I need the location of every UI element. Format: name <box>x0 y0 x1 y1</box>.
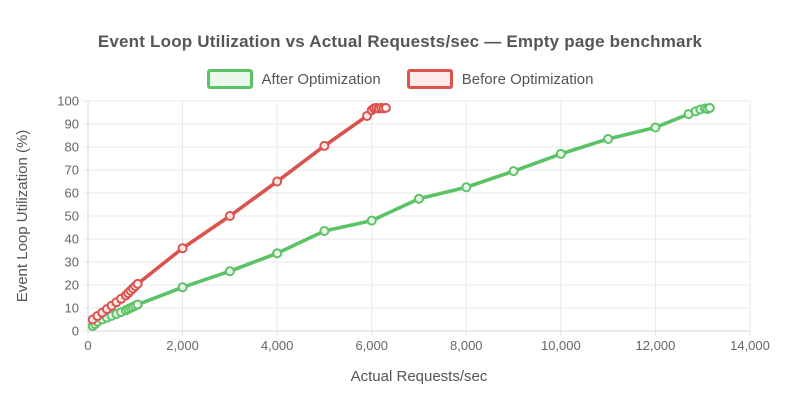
chart-legend: After Optimization Before Optimization <box>0 69 800 89</box>
chart-title: Event Loop Utilization vs Actual Request… <box>97 32 703 51</box>
data-point <box>319 140 330 151</box>
data-point <box>650 122 661 133</box>
x-tick-label: 10,000 <box>541 338 581 353</box>
x-tick-label: 8,000 <box>450 338 483 353</box>
data-point <box>132 299 143 310</box>
data-point <box>366 215 377 226</box>
data-point <box>461 182 472 193</box>
y-tick-label: 60 <box>65 186 79 201</box>
y-tick-label: 80 <box>65 140 79 155</box>
data-point <box>177 243 188 254</box>
legend-item-after-optimization[interactable]: After Optimization <box>206 69 381 89</box>
y-tick-label: 100 <box>57 94 79 109</box>
x-tick-label: 2,000 <box>166 338 199 353</box>
x-axis-title: Actual Requests/sec <box>351 368 488 385</box>
y-tick-label: 10 <box>65 301 79 316</box>
data-point <box>224 211 235 221</box>
y-tick-label: 20 <box>65 278 79 293</box>
data-point <box>132 278 143 289</box>
x-tick-label: 12,000 <box>636 338 676 353</box>
y-tick-label: 30 <box>65 255 79 270</box>
x-tick-label: 4,000 <box>261 338 294 353</box>
y-tick-label: 70 <box>65 163 79 178</box>
y-axis-title: Event Loop Utilization (%) <box>14 130 31 303</box>
y-tick-label: 90 <box>65 117 79 132</box>
x-tick-label: 14,000 <box>730 338 770 353</box>
data-point <box>224 266 235 277</box>
data-point <box>414 193 424 204</box>
data-point <box>380 102 391 113</box>
legend-label-before-optimization: Before Optimization <box>461 70 594 88</box>
data-point <box>272 176 283 187</box>
legend-swatch-before-optimization <box>406 69 453 89</box>
y-tick-label: 50 <box>65 209 79 224</box>
legend-label-after-optimization: After Optimization <box>261 70 381 88</box>
x-tick-label: 0 <box>84 338 91 353</box>
y-tick-label: 40 <box>65 232 79 247</box>
data-point <box>177 282 188 293</box>
series-line-0 <box>90 106 712 328</box>
legend-item-before-optimization[interactable]: Before Optimization <box>406 69 594 89</box>
data-point <box>319 225 330 236</box>
data-point <box>555 148 566 159</box>
y-tick-label: 0 <box>72 324 79 339</box>
data-point <box>272 248 283 259</box>
legend-swatch-after-optimization <box>206 69 253 89</box>
data-point <box>603 133 614 144</box>
data-point <box>508 166 519 177</box>
data-point <box>704 102 715 113</box>
x-tick-label: 6,000 <box>355 338 388 353</box>
